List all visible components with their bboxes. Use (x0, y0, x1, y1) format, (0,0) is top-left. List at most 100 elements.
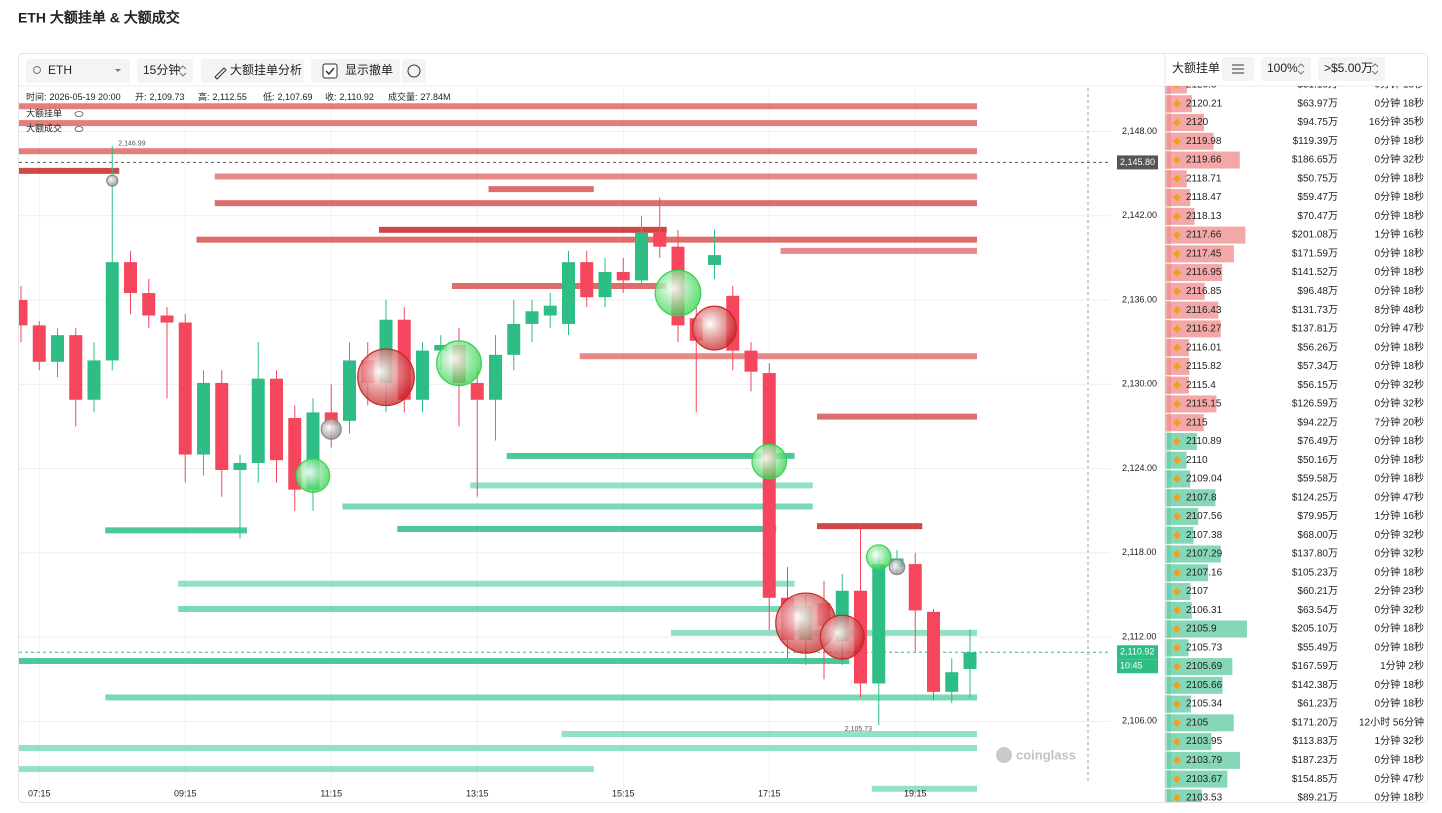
candle-body (197, 382, 210, 455)
candle-body (708, 255, 721, 265)
row-amount: $113.83万 (1293, 736, 1338, 747)
row-amount: $57.34万 (1297, 361, 1338, 372)
exchange-icon (1173, 193, 1181, 202)
analysis-button[interactable] (201, 59, 304, 83)
row-price: 2115.4 (1186, 380, 1216, 391)
row-duration: 12小时 56分钟 (1359, 715, 1424, 728)
row-duration: 0分钟 47秒 (1375, 490, 1424, 503)
y-tick-label: 2,124.00 (1122, 463, 1157, 473)
info-label: 低: (263, 91, 275, 102)
symbol: ETH (48, 63, 72, 77)
x-tick-label: 11:15 (320, 788, 342, 798)
row-amount: $201.08万 (1292, 230, 1338, 241)
row-amount: $105.23万 (1292, 567, 1338, 578)
row-duration: 1分钟 2秒 (1380, 659, 1424, 672)
row-price: 2116.85 (1186, 286, 1222, 297)
candle-body (927, 611, 940, 692)
amount-bar (1167, 489, 1216, 507)
order-band (19, 120, 977, 127)
candle-body (233, 462, 247, 470)
toolbar: ETH 15分钟 大额挂单分析 显示撤单 (26, 59, 426, 83)
info-label: 收: (325, 91, 337, 102)
y-tick-label: 2,136.00 (1122, 294, 1157, 304)
row-duration: 0分钟 32秒 (1375, 153, 1424, 166)
palette-button[interactable] (402, 59, 426, 83)
exchange-icon (1173, 381, 1181, 390)
row-amount: $142.38万 (1292, 680, 1338, 691)
trade-bubble (295, 458, 331, 493)
row-price: 2105 (1186, 717, 1209, 728)
candle-body (635, 232, 648, 281)
exchange-icon (1173, 399, 1181, 408)
candle-body (124, 262, 137, 294)
order-band (579, 353, 977, 360)
candle-body (872, 564, 886, 684)
amount-bar (1167, 245, 1234, 263)
row-duration: 8分钟 48秒 (1375, 303, 1424, 316)
exchange-icon (1173, 737, 1181, 746)
info-label: 成交量: (388, 91, 418, 102)
order-band (780, 247, 977, 254)
exchange-icon (1173, 362, 1181, 371)
row-duration: 0分钟 32秒 (1375, 528, 1424, 541)
order-band (488, 186, 594, 193)
row-amount: $76.49万 (1297, 436, 1338, 447)
amount-bar (1167, 264, 1223, 282)
axes: 2,106.00 2,112.00 2,118.00 2,124.00 2,130.00… (28, 126, 1158, 798)
row-duration: 0分钟 32秒 (1375, 547, 1424, 560)
candle-body (51, 335, 64, 362)
exchange-icon (1173, 662, 1181, 671)
info-item: 时间: 2026-05-19 20:00 (26, 91, 121, 102)
row-amount: $68.00万 (1297, 530, 1338, 541)
order-band (178, 580, 795, 587)
zoom-select[interactable] (1261, 57, 1311, 81)
row-price: 2107.56 (1186, 511, 1223, 522)
candle-body (744, 350, 758, 372)
candle-body (69, 335, 83, 400)
row-duration: 0分钟 32秒 (1375, 603, 1424, 616)
exchange-icon (1173, 118, 1181, 127)
x-tick-label: 09:15 (174, 788, 197, 798)
row-amount: $94.75万 (1297, 117, 1338, 128)
exchange-icon (1173, 249, 1181, 258)
row-duration: 0分钟 18秒 (1375, 359, 1424, 372)
high-label: 2,146.99 (118, 141, 145, 148)
exchange-icon (1173, 718, 1181, 727)
exchange-icon (1173, 324, 1181, 333)
candle-body (598, 271, 612, 298)
row-price: 2115.82 (1186, 361, 1222, 372)
row-amount: $60.21万 (1297, 586, 1338, 597)
row-duration: 2分钟 23秒 (1375, 584, 1424, 597)
exchange-icon (1173, 793, 1181, 802)
row-duration: 0分钟 18秒 (1375, 171, 1424, 184)
exchange-icon (1173, 137, 1181, 146)
candle-body (142, 293, 156, 316)
row-price: 2119.66 (1186, 155, 1222, 166)
row-amount: $63.54万 (1297, 605, 1338, 616)
analysis: 大额挂单分析 (230, 63, 302, 77)
interval-select[interactable] (137, 59, 193, 83)
exchange-icon (1173, 474, 1181, 483)
order-band (19, 148, 977, 155)
caret (1297, 63, 1305, 75)
row-amount: $187.23万 (1292, 755, 1338, 766)
row-amount: $55.49万 (1297, 642, 1338, 653)
trade-bubble (654, 269, 702, 317)
row-duration: 0分钟 18秒 (1375, 134, 1424, 147)
row-price: 2107.16 (1186, 567, 1223, 578)
price-tag (1117, 645, 1158, 660)
amount-bar (1167, 320, 1221, 338)
row-amount: $171.59万 (1292, 248, 1338, 259)
row-duration: 0分钟 18秒 (1375, 697, 1424, 710)
row-price: 2107.29 (1186, 549, 1223, 560)
row-duration: 0分钟 18秒 (1375, 246, 1424, 259)
interval: 15分钟 (143, 62, 180, 77)
zoom: 100% (1267, 61, 1298, 75)
eye-icon (74, 111, 84, 117)
checkbox[interactable] (322, 63, 338, 79)
symbol-select[interactable] (26, 59, 130, 83)
exchange-icon (1173, 531, 1181, 540)
row-duration: 0分钟 18秒 (1375, 565, 1424, 578)
filter-select[interactable] (1318, 57, 1385, 81)
